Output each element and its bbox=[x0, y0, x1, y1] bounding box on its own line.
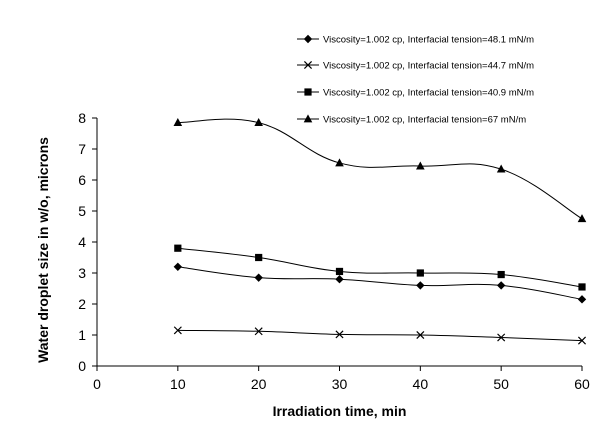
data-point-triangle bbox=[416, 161, 425, 170]
y-tick-label: 8 bbox=[78, 110, 86, 126]
legend-label: Viscosity=1.002 cp, Interfacial tension=… bbox=[323, 115, 526, 126]
series-x bbox=[173, 326, 587, 345]
legend: Viscosity=1.002 cp, Interfacial tension=… bbox=[297, 35, 534, 126]
y-tick-label: 7 bbox=[78, 141, 86, 157]
x-tick-label: 10 bbox=[170, 376, 186, 392]
x-tick-label: 60 bbox=[574, 376, 590, 392]
y-tick-label: 1 bbox=[78, 327, 86, 343]
series-line bbox=[177, 266, 583, 300]
y-tick-label: 6 bbox=[78, 172, 86, 188]
data-point-triangle bbox=[173, 118, 183, 127]
legend-marker-triangle bbox=[303, 114, 313, 123]
y-tick-label: 3 bbox=[78, 265, 86, 281]
data-point-x bbox=[497, 333, 506, 342]
data-point-square bbox=[497, 270, 505, 279]
y-axis-title: Water droplet size in w/o, microns bbox=[35, 137, 51, 363]
legend-marker-square bbox=[304, 88, 312, 96]
data-point-triangle bbox=[577, 214, 587, 223]
data-point-square bbox=[416, 269, 424, 277]
data-point-diamond bbox=[335, 275, 344, 284]
data-point-diamond bbox=[496, 281, 506, 290]
x-tick-label: 0 bbox=[93, 376, 101, 392]
data-point-x bbox=[416, 330, 425, 340]
series-line bbox=[177, 247, 583, 288]
legend-entry: Viscosity=1.002 cp, Interfacial tension=… bbox=[297, 61, 534, 72]
data-point-x bbox=[254, 327, 263, 336]
data-point-square bbox=[174, 244, 182, 252]
legend-entry: Viscosity=1.002 cp, Interfacial tension=… bbox=[297, 88, 534, 99]
data-point-square bbox=[578, 283, 586, 291]
legend-entry: Viscosity=1.002 cp, Interfacial tension=… bbox=[297, 35, 534, 46]
series-line bbox=[177, 118, 583, 220]
x-tick-label: 50 bbox=[493, 376, 509, 392]
legend-entry: Viscosity=1.002 cp, Interfacial tension=… bbox=[297, 114, 526, 126]
x-tick-label: 20 bbox=[251, 376, 267, 392]
series-area bbox=[173, 118, 587, 345]
legend-label: Viscosity=1.002 cp, Interfacial tension=… bbox=[323, 35, 534, 46]
legend-marker-x bbox=[303, 60, 313, 70]
legend-label: Viscosity=1.002 cp, Interfacial tension=… bbox=[323, 61, 534, 72]
axes: 0 1 2 3 4 5 6 7 8 0 10 20 30 40 50 60 bbox=[78, 110, 590, 392]
series-line bbox=[177, 329, 583, 342]
data-point-square bbox=[335, 267, 344, 276]
data-point-x bbox=[577, 336, 587, 345]
data-point-diamond bbox=[416, 281, 425, 290]
y-tick-label: 4 bbox=[78, 234, 86, 250]
x-tick-label: 30 bbox=[332, 376, 348, 392]
data-point-diamond bbox=[577, 295, 587, 304]
y-tick-label: 0 bbox=[78, 358, 86, 374]
x-tick-label: 40 bbox=[413, 376, 429, 392]
series-triangle bbox=[173, 118, 587, 223]
data-point-triangle bbox=[254, 118, 263, 127]
data-point-triangle bbox=[335, 158, 344, 167]
data-point-x bbox=[335, 330, 344, 339]
y-tick-label: 2 bbox=[78, 296, 86, 312]
series-square bbox=[174, 244, 586, 291]
data-point-square bbox=[255, 253, 263, 262]
y-tick-label: 5 bbox=[78, 203, 86, 219]
x-axis-title: Irradiation time, min bbox=[273, 403, 407, 419]
data-point-x bbox=[173, 326, 182, 335]
legend-label: Viscosity=1.002 cp, Interfacial tension=… bbox=[323, 88, 534, 99]
data-point-diamond bbox=[173, 262, 183, 271]
series-diamond bbox=[173, 262, 587, 304]
data-point-diamond bbox=[254, 273, 263, 282]
legend-marker-diamond bbox=[303, 34, 313, 44]
data-point-triangle bbox=[496, 164, 506, 173]
